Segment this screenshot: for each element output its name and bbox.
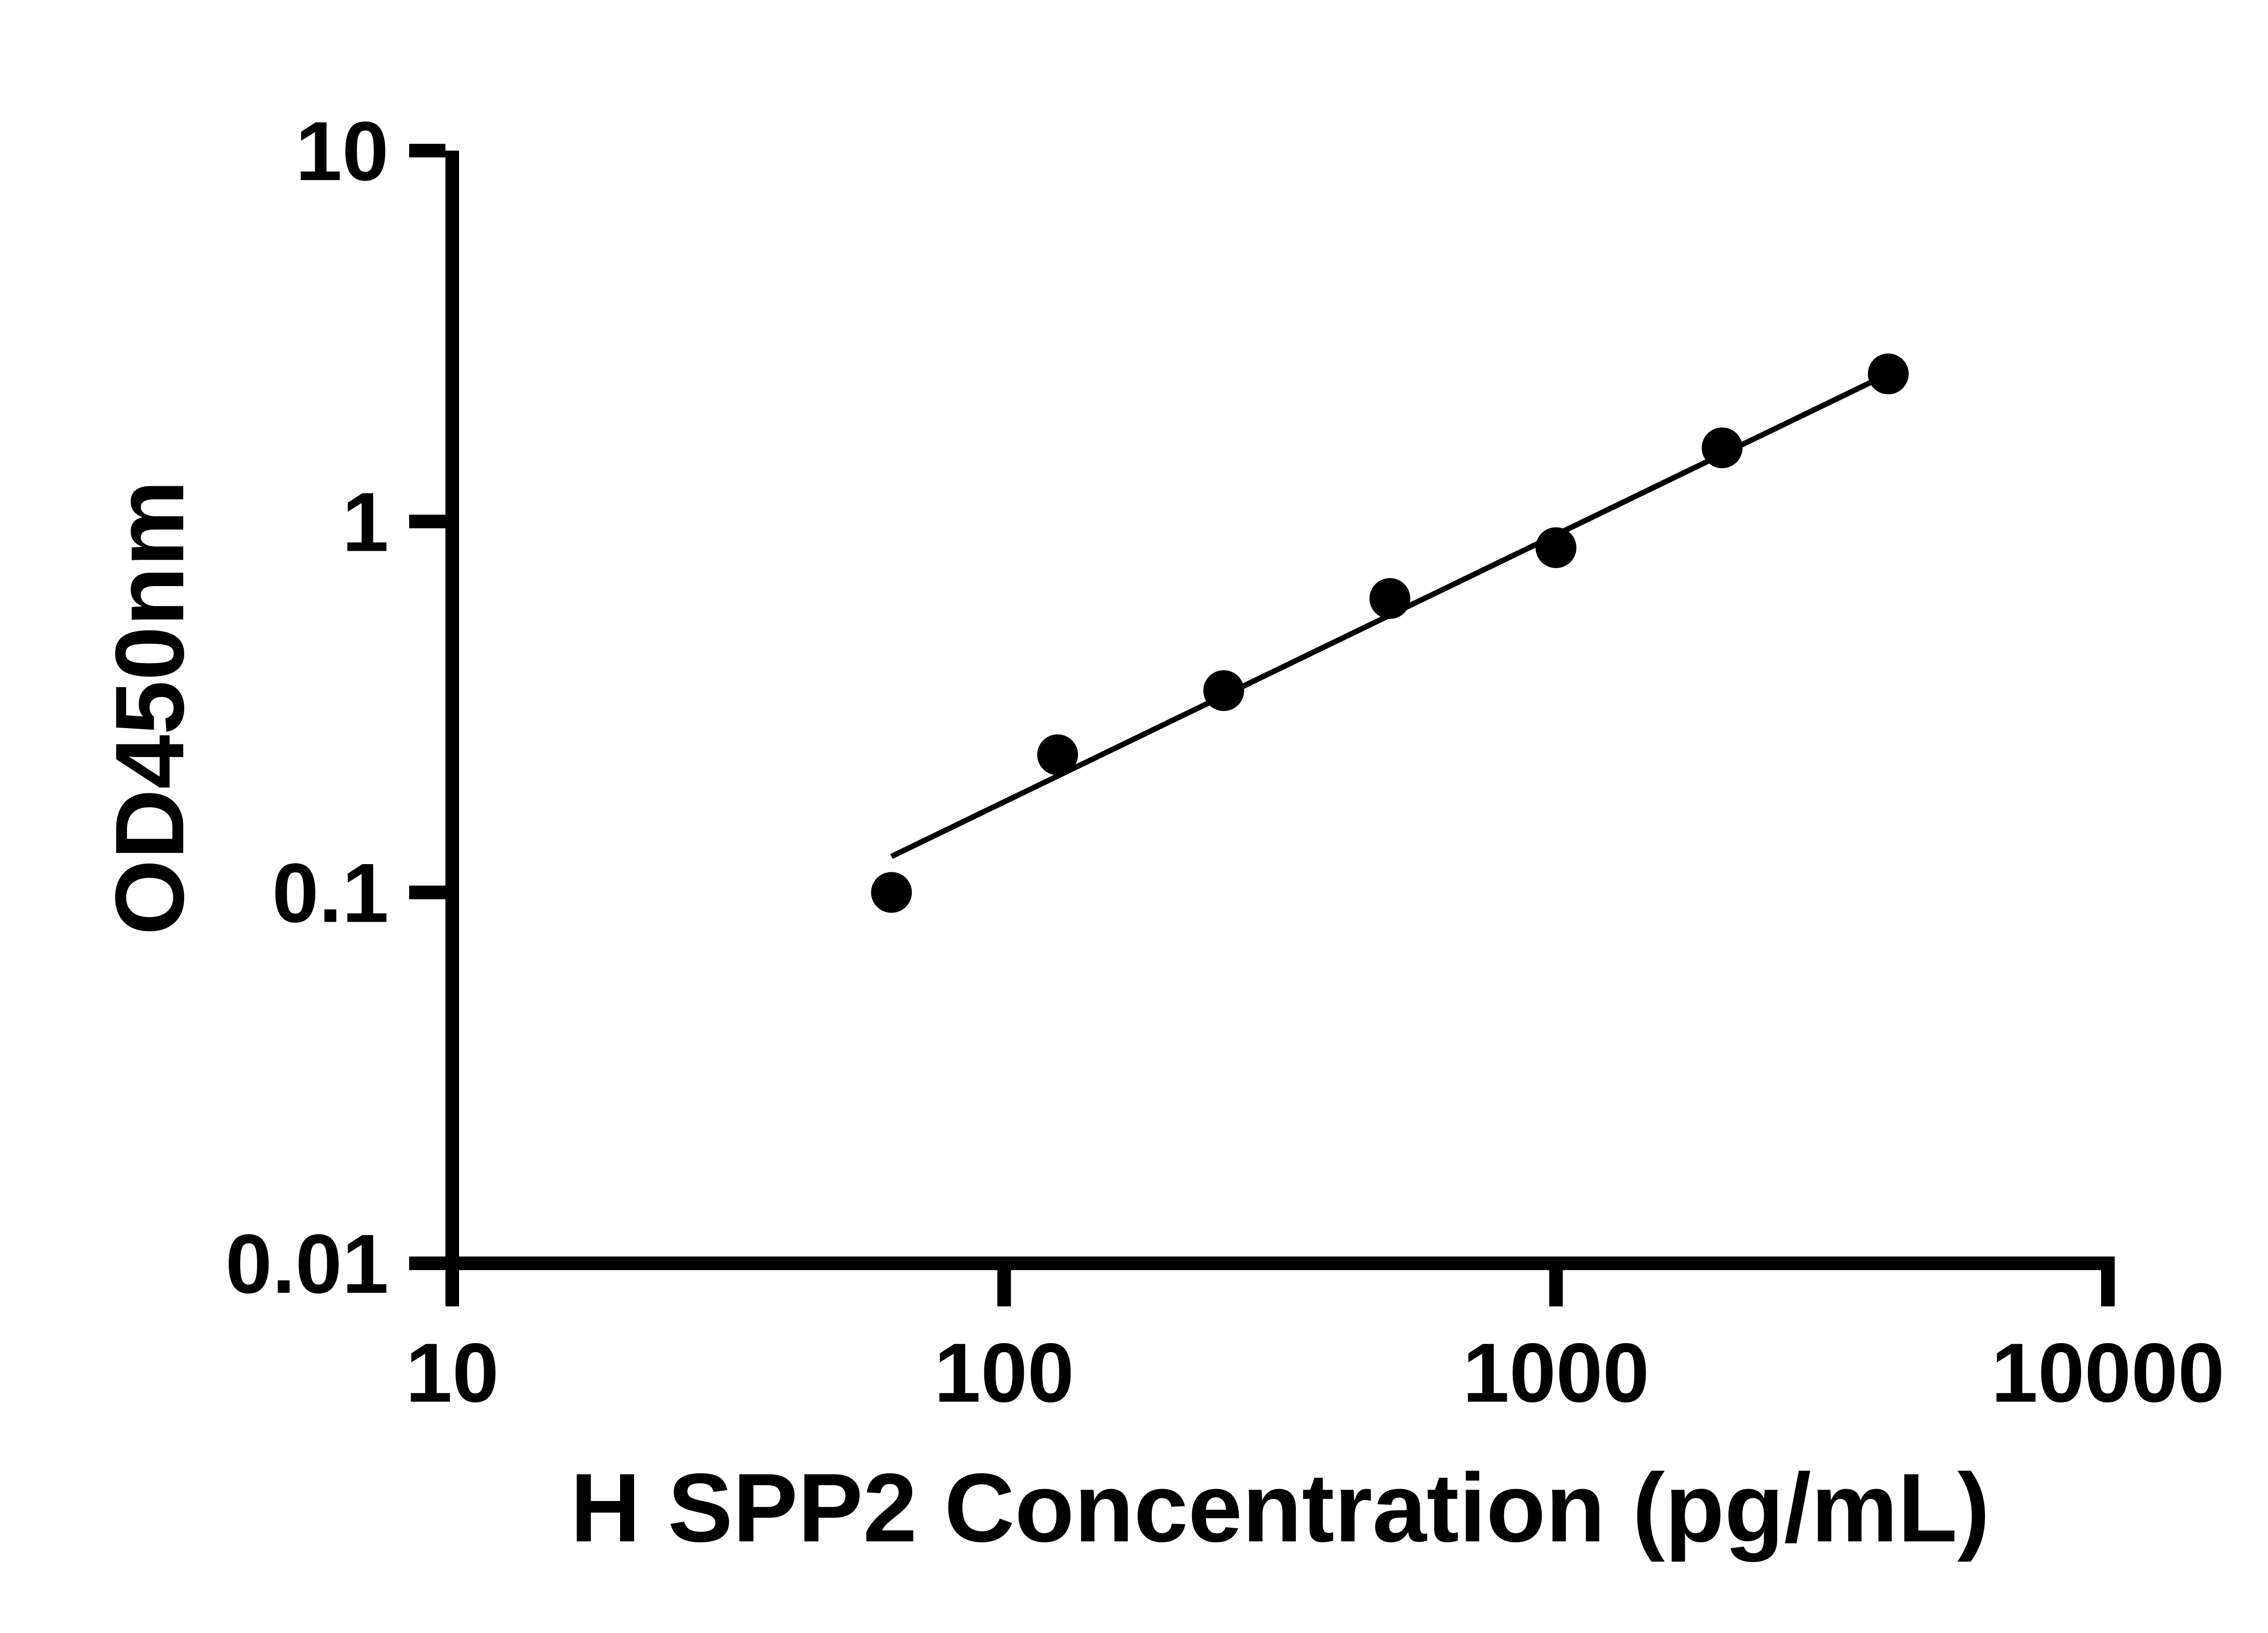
data-point: [1369, 578, 1411, 619]
data-point: [1203, 670, 1244, 711]
data-point: [1867, 353, 1909, 395]
data-point: [1037, 734, 1078, 775]
y-tick-label: 1: [342, 476, 389, 569]
data-point: [1701, 427, 1743, 469]
y-axis-title: OD450nm: [95, 480, 204, 935]
x-tick-label: 1000: [1463, 1326, 1650, 1420]
x-axis-title: H SPP2 Concentration (pg/mL): [570, 1453, 1990, 1562]
y-tick-label: 0.01: [225, 1217, 389, 1311]
y-tick-label: 10: [295, 105, 389, 198]
data-point: [871, 872, 912, 913]
data-point: [1535, 527, 1577, 568]
y-tick-label: 0.1: [272, 846, 389, 940]
x-tick-label: 10: [406, 1326, 499, 1420]
x-tick-label: 10000: [1991, 1326, 2224, 1420]
x-tick-label: 100: [934, 1326, 1074, 1420]
